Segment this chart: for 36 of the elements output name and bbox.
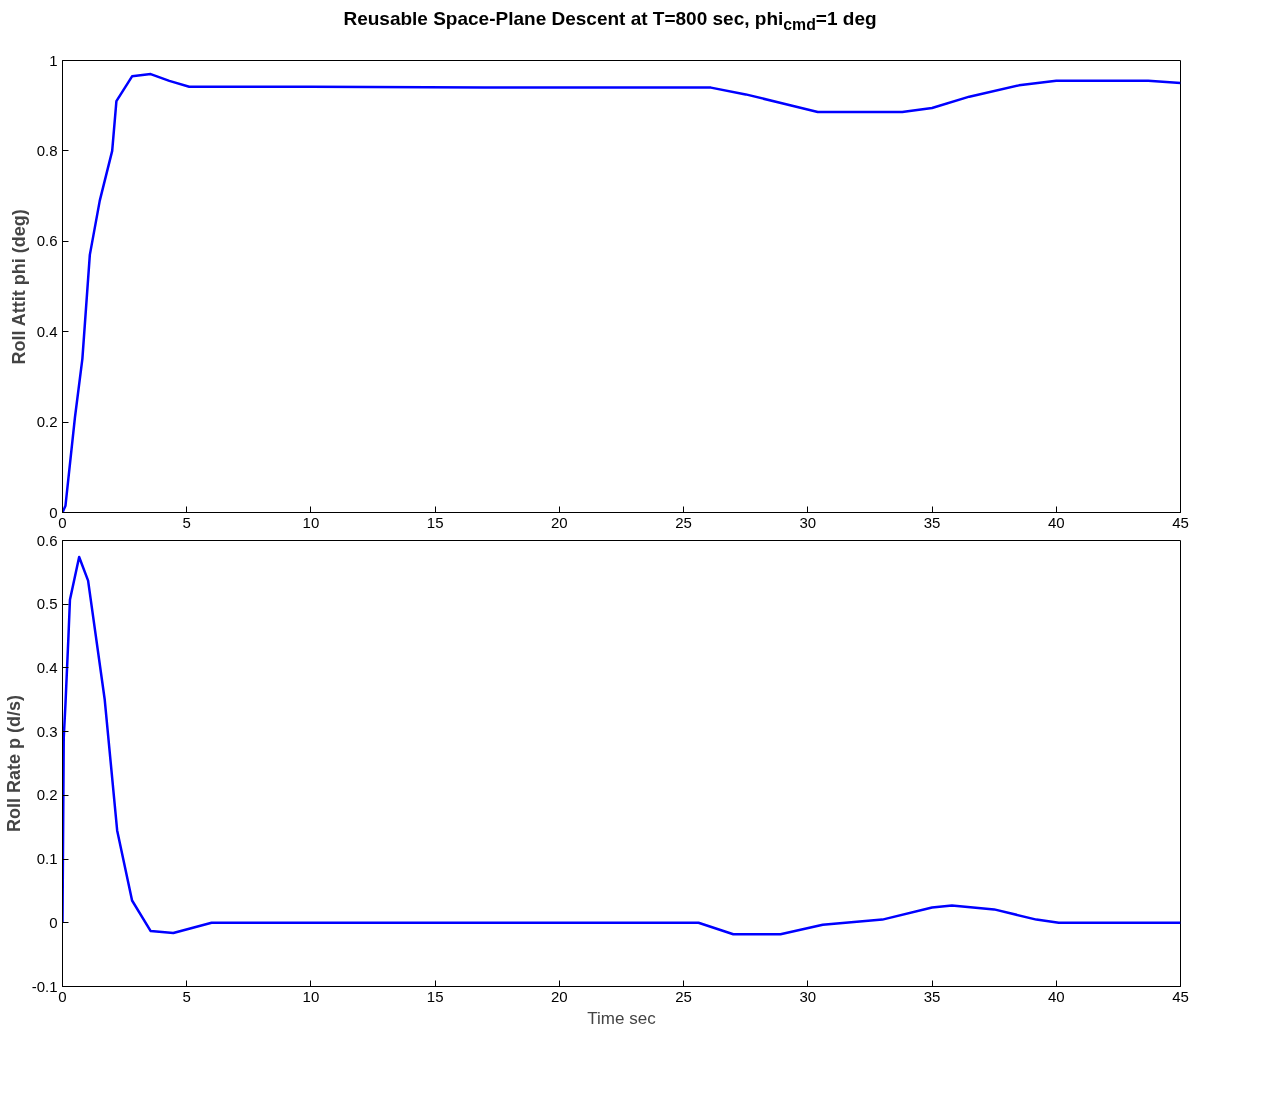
- x-tick-label: 30: [799, 987, 817, 1005]
- x-tick-label: 5: [182, 513, 191, 531]
- y-axis-title: Roll Rate p (d/s): [3, 694, 24, 832]
- y-axis-title: Roll Attit phi (deg): [8, 209, 29, 365]
- x-tick-label: 35: [923, 513, 941, 531]
- x-tick-label: 25: [675, 513, 692, 531]
- x-tick-label: 20: [551, 987, 568, 1005]
- y-tick-label: 1: [49, 51, 58, 69]
- y-tick-label: 0.1: [36, 850, 58, 868]
- x-tick-label: 15: [426, 987, 444, 1005]
- y-tick-label: 0.4: [36, 658, 58, 676]
- x-tick-label: 20: [551, 513, 568, 531]
- x-tick-label: 40: [1047, 987, 1065, 1005]
- x-tick-label: 10: [302, 513, 320, 531]
- x-tick-label: 35: [923, 987, 941, 1005]
- x-tick-label: 10: [302, 987, 320, 1005]
- x-tick-label: 45: [1172, 987, 1189, 1005]
- y-tick-label: 0.8: [36, 141, 58, 159]
- x-tick-label: 45: [1172, 513, 1189, 531]
- x-tick-label: 5: [182, 987, 191, 1005]
- y-tick-label: 0.2: [36, 413, 58, 431]
- y-tick-label: 0.6: [36, 531, 58, 549]
- x-tick-label: 30: [799, 513, 817, 531]
- x-tick-label: 40: [1047, 513, 1065, 531]
- x-tick-label: 15: [426, 513, 444, 531]
- line-series: [62, 555, 1181, 936]
- y-tick-label: 0.3: [36, 722, 58, 740]
- y-tick-label: 0: [49, 913, 58, 931]
- chart-title: Reusable Space-Plane Descent at T=800 sec, phi$_{cmd}$=1 deg: [342, 7, 878, 35]
- y-tick-label: -0.1: [31, 977, 58, 995]
- x-axis-title: Time sec: [587, 1008, 657, 1028]
- y-tick-label: 0.5: [36, 595, 58, 613]
- y-tick-label: 0.4: [36, 322, 58, 340]
- y-tick-label: 0.2: [36, 786, 58, 804]
- x-tick-label: 25: [675, 987, 692, 1005]
- y-tick-label: 0.6: [36, 232, 58, 250]
